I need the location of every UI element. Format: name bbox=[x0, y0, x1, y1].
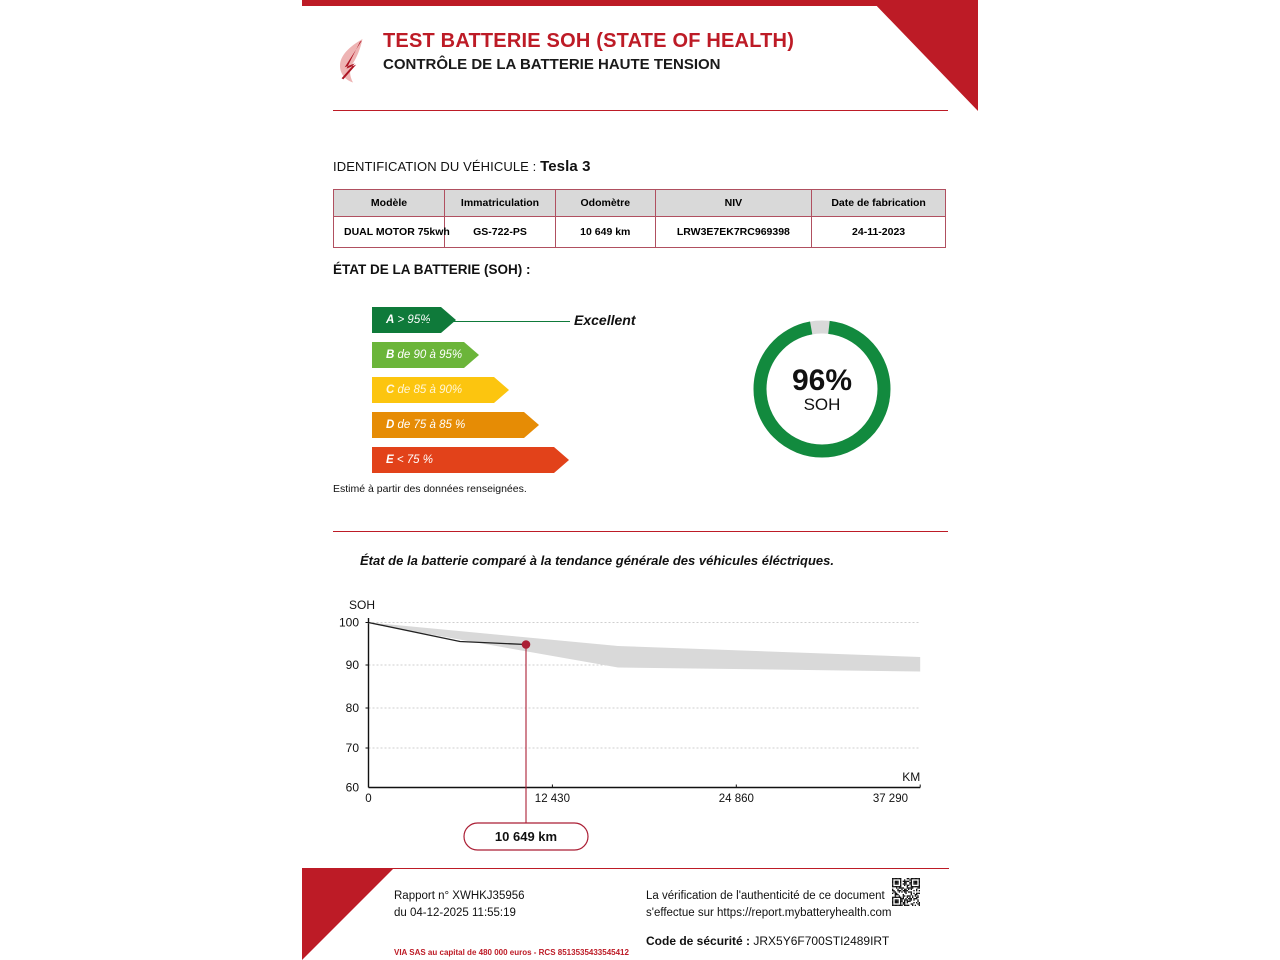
svg-text:90: 90 bbox=[346, 658, 360, 672]
svg-text:SOH: SOH bbox=[349, 598, 375, 612]
svg-text:0: 0 bbox=[365, 793, 371, 805]
svg-text:37 290: 37 290 bbox=[873, 793, 908, 805]
svg-text:60: 60 bbox=[346, 781, 360, 795]
svg-text:10 649 km: 10 649 km bbox=[495, 829, 557, 844]
svg-text:24 860: 24 860 bbox=[719, 793, 754, 805]
svg-text:100: 100 bbox=[339, 616, 359, 630]
svg-text:KM: KM bbox=[902, 770, 920, 784]
svg-text:12 430: 12 430 bbox=[535, 793, 570, 805]
svg-text:70: 70 bbox=[346, 741, 360, 755]
svg-text:80: 80 bbox=[346, 701, 360, 715]
